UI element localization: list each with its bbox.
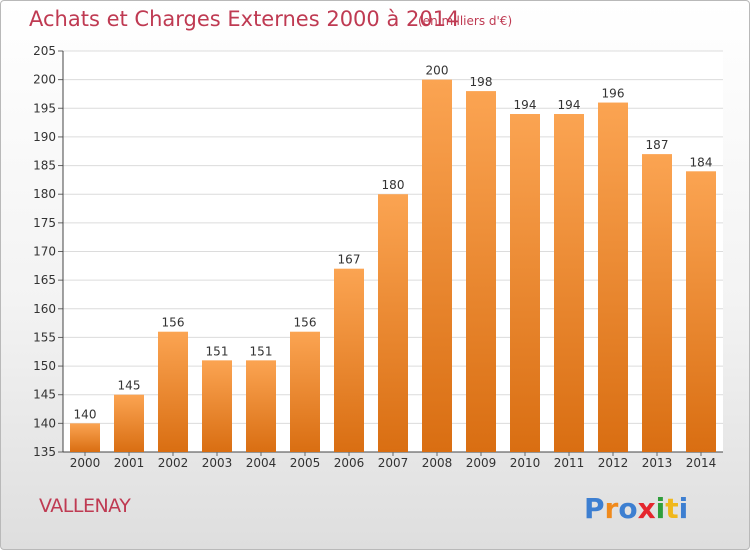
y-tick-label: 155 <box>33 330 56 344</box>
bar-2010 <box>510 114 540 452</box>
y-tick-label: 160 <box>33 302 56 316</box>
value-label-2006: 167 <box>338 253 361 267</box>
value-label-2013: 187 <box>646 138 669 152</box>
x-tick-label-2002: 2002 <box>158 456 189 470</box>
value-label-2011: 194 <box>558 98 581 112</box>
x-tick-label-2012: 2012 <box>598 456 629 470</box>
x-tick-label-2013: 2013 <box>642 456 673 470</box>
bar-2001 <box>114 394 144 452</box>
y-tick-label: 180 <box>33 187 56 201</box>
commune-name: VALLENAY <box>39 495 131 517</box>
y-tick-label: 185 <box>33 159 56 173</box>
y-tick-label: 170 <box>33 245 56 259</box>
y-tick-label: 150 <box>33 359 56 373</box>
x-tick-label-2006: 2006 <box>334 456 365 470</box>
x-tick-label-2001: 2001 <box>114 456 145 470</box>
plot-area: 135 140 145 150 155 160 165 170 175 180 185 190 195 2… <box>33 44 723 470</box>
bar-2014 <box>686 171 716 453</box>
value-label-2007: 180 <box>382 178 405 192</box>
value-label-2005: 156 <box>294 316 317 330</box>
bar-2002 <box>158 331 188 452</box>
x-tick-label-2007: 2007 <box>378 456 409 470</box>
y-tick-label: 200 <box>33 73 56 87</box>
x-tick-label-2009: 2009 <box>466 456 497 470</box>
value-label-2009: 198 <box>470 75 493 89</box>
value-label-2004: 151 <box>250 344 273 358</box>
bar-2012 <box>598 102 628 453</box>
y-tick-label: 205 <box>33 44 56 58</box>
value-label-2000: 140 <box>74 407 97 421</box>
y-tick-label: 190 <box>33 130 56 144</box>
value-label-2008: 200 <box>426 64 449 78</box>
svg-text:Proxiti: Proxiti <box>584 492 688 525</box>
value-label-2014: 184 <box>690 155 713 169</box>
y-tick-label: 145 <box>33 388 56 402</box>
value-label-2001: 145 <box>118 379 141 393</box>
x-tick-label-2003: 2003 <box>202 456 233 470</box>
bar-2006 <box>334 268 364 452</box>
chart-subtitle: (en milliers d'€) <box>418 14 513 28</box>
x-tick-label-2011: 2011 <box>554 456 585 470</box>
y-tick-label: 140 <box>33 416 56 430</box>
bar-2005 <box>290 331 320 452</box>
x-tick-label-2000: 2000 <box>70 456 101 470</box>
bar-2004 <box>246 360 276 452</box>
x-tick-label-2005: 2005 <box>290 456 321 470</box>
bar-2000 <box>70 423 100 452</box>
value-label-2003: 151 <box>206 344 229 358</box>
value-label-2010: 194 <box>514 98 537 112</box>
y-tick-label: 175 <box>33 216 56 230</box>
bar-2011 <box>554 114 584 452</box>
bar-2009 <box>466 91 496 452</box>
bar-2013 <box>642 154 672 452</box>
bar-2007 <box>378 194 408 452</box>
bar-2003 <box>202 360 232 452</box>
x-tick-label-2008: 2008 <box>422 456 453 470</box>
value-label-2012: 196 <box>602 87 625 101</box>
value-label-2002: 156 <box>162 316 185 330</box>
x-tick-label-2004: 2004 <box>246 456 277 470</box>
proxiti-logo: Proxiti <box>584 492 688 525</box>
y-tick-label: 195 <box>33 101 56 115</box>
chart-title: Achats et Charges Externes 2000 à 2014 <box>29 7 460 31</box>
x-tick-label-2010: 2010 <box>510 456 541 470</box>
y-tick-label: 135 <box>33 445 56 459</box>
bar-2008 <box>422 79 452 453</box>
y-tick-label: 165 <box>33 273 56 287</box>
x-tick-label-2014: 2014 <box>686 456 717 470</box>
